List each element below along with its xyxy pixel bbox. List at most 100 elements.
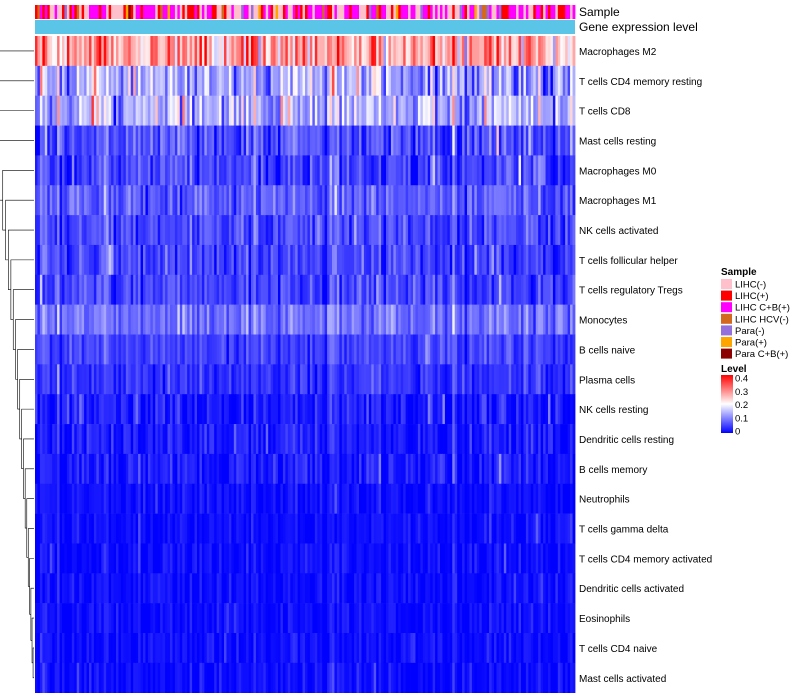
heatmap-cell <box>150 334 154 365</box>
heatmap-cell <box>54 304 58 335</box>
heatmap-cell <box>437 125 441 156</box>
heatmap-cell <box>336 65 340 96</box>
heatmap-cell <box>565 424 569 455</box>
heatmap-cell <box>410 424 414 455</box>
heatmap-cell <box>174 453 178 485</box>
heatmap-cell <box>81 215 85 246</box>
heatmap-cell <box>550 633 554 664</box>
heatmap-cell <box>179 364 183 395</box>
heatmap-cell <box>201 274 205 305</box>
heatmap-cell <box>405 274 409 305</box>
heatmap-cell <box>481 244 485 276</box>
heatmap-cell <box>361 36 365 67</box>
heatmap-cell <box>69 603 73 634</box>
heatmap-cell <box>204 334 208 365</box>
heatmap-cell <box>356 483 360 514</box>
heatmap-cell <box>228 125 232 156</box>
heatmap-cell <box>187 334 191 365</box>
heatmap-cell <box>197 215 200 246</box>
heatmap-cell <box>479 65 483 96</box>
heatmap-cell <box>152 453 156 485</box>
heatmap-cell <box>535 274 539 305</box>
heatmap-cell <box>177 334 181 365</box>
heatmap-cell <box>248 304 252 335</box>
heatmap-cell <box>540 95 544 126</box>
heatmap-cell <box>273 65 276 96</box>
heatmap-cell <box>317 483 321 514</box>
heatmap-cell <box>449 364 453 395</box>
sample-cell <box>172 5 176 19</box>
heatmap-cell <box>557 334 561 365</box>
heatmap-cell <box>219 453 222 485</box>
heatmap-cell <box>498 36 502 67</box>
heatmap-cell <box>324 633 328 664</box>
heatmap-cell <box>93 95 97 126</box>
heatmap-cell <box>567 215 571 246</box>
heatmap-cell <box>184 244 188 276</box>
heatmap-cell <box>501 543 505 574</box>
heatmap-cell <box>305 364 308 395</box>
heatmap-cell <box>42 65 46 96</box>
heatmap-cell <box>113 513 117 544</box>
heatmap-cell <box>297 573 301 604</box>
heatmap-cell <box>395 215 399 246</box>
heatmap-cell <box>52 334 56 365</box>
heatmap-cell <box>93 633 97 664</box>
heatmap-cell <box>462 603 465 634</box>
heatmap-cell <box>37 453 41 485</box>
heatmap-cell <box>69 125 73 156</box>
heatmap-cell <box>103 244 107 276</box>
heatmap-cell <box>452 125 456 156</box>
heatmap-cell <box>76 36 80 67</box>
heatmap-cell <box>125 155 129 186</box>
heatmap-cell <box>35 543 38 574</box>
heatmap-cell <box>405 185 409 216</box>
sample-cell <box>35 5 38 19</box>
heatmap-cell <box>467 483 470 514</box>
heatmap-cell <box>533 155 537 186</box>
heatmap-cell <box>543 573 546 604</box>
heatmap-cell <box>236 125 240 156</box>
heatmap-cell <box>290 274 294 305</box>
heatmap-cell <box>413 304 416 335</box>
heatmap-cell <box>349 424 353 455</box>
heatmap-cell <box>155 95 159 126</box>
heatmap-cell <box>238 394 242 425</box>
heatmap-cell <box>525 603 529 634</box>
heatmap-cell <box>467 244 470 276</box>
heatmap-cell <box>91 603 95 634</box>
heatmap-cell <box>241 304 245 335</box>
heatmap-cell <box>356 633 360 664</box>
heatmap-cell <box>297 95 301 126</box>
heatmap-cell <box>62 274 65 305</box>
heatmap-cell <box>246 65 249 96</box>
heatmap-cell <box>302 244 306 276</box>
sample-cell <box>147 5 151 19</box>
heatmap-cell <box>275 603 279 634</box>
heatmap-cell <box>467 603 470 634</box>
sample-cell <box>287 5 291 19</box>
heatmap-cell <box>236 483 240 514</box>
heatmap-cell <box>378 185 382 216</box>
heatmap-cell <box>386 125 389 156</box>
heatmap-cell <box>211 483 215 514</box>
heatmap-cell <box>69 394 73 425</box>
heatmap-cell <box>324 573 328 604</box>
heatmap-cell <box>233 215 237 246</box>
heatmap-cell <box>189 513 193 544</box>
heatmap-cell <box>408 274 411 305</box>
heatmap-cell <box>513 394 517 425</box>
heatmap-cell <box>506 185 510 216</box>
heatmap-cell <box>538 155 542 186</box>
heatmap-cell <box>570 125 573 156</box>
heatmap-cell <box>378 394 382 425</box>
heatmap-cell <box>59 304 63 335</box>
heatmap-cell <box>187 424 191 455</box>
heatmap-cell <box>354 424 357 455</box>
sample-cell <box>408 5 411 19</box>
heatmap-cell <box>454 543 458 574</box>
heatmap-cell <box>128 424 132 455</box>
heatmap-cell <box>69 185 73 216</box>
heatmap-cell <box>388 334 392 365</box>
heatmap-cell <box>133 95 137 126</box>
